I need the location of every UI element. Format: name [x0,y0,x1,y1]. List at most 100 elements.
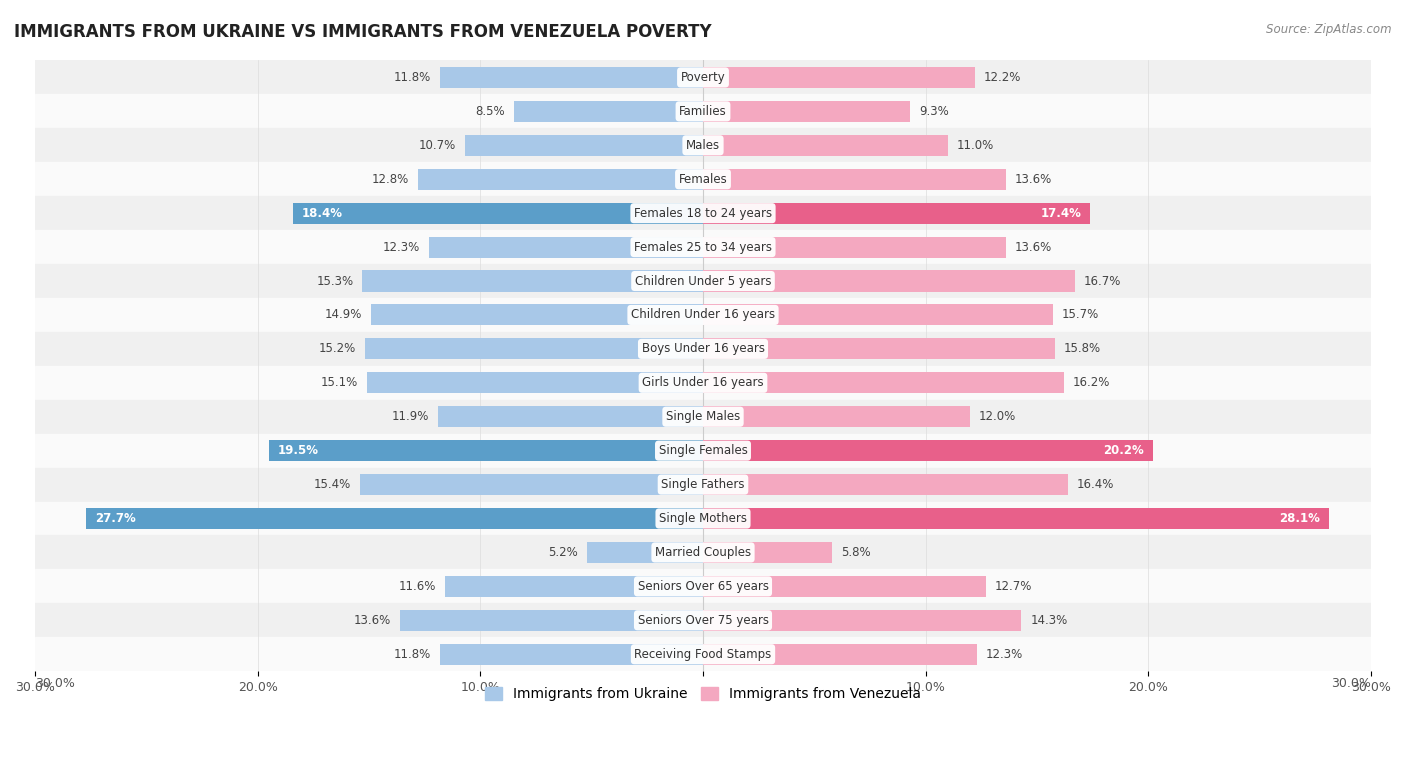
Text: 15.4%: 15.4% [314,478,352,491]
Text: Males: Males [686,139,720,152]
Text: 17.4%: 17.4% [1040,207,1081,220]
Bar [35,468,1371,502]
Bar [703,169,1005,190]
Bar [35,502,1371,535]
Bar [703,271,1076,292]
Bar [444,576,703,597]
Bar [35,434,1371,468]
Text: 9.3%: 9.3% [920,105,949,118]
Bar [703,576,986,597]
Text: Females 25 to 34 years: Females 25 to 34 years [634,240,772,254]
Text: Single Males: Single Males [666,410,740,423]
Bar [35,569,1371,603]
Bar [363,271,703,292]
Text: Females 18 to 24 years: Females 18 to 24 years [634,207,772,220]
Text: 12.0%: 12.0% [979,410,1017,423]
Text: Families: Families [679,105,727,118]
Bar [371,305,703,325]
Text: 13.6%: 13.6% [354,614,391,627]
Bar [465,135,703,156]
Bar [703,474,1069,495]
Text: 11.0%: 11.0% [957,139,994,152]
Bar [35,128,1371,162]
Bar [35,264,1371,298]
Text: Poverty: Poverty [681,71,725,84]
Bar [703,305,1053,325]
Text: 5.2%: 5.2% [548,546,578,559]
Text: 11.8%: 11.8% [394,648,432,661]
Bar [35,196,1371,230]
Text: Girls Under 16 years: Girls Under 16 years [643,376,763,390]
Text: 16.4%: 16.4% [1077,478,1115,491]
Bar [367,372,703,393]
Bar [294,202,703,224]
Text: Single Females: Single Females [658,444,748,457]
Text: 15.1%: 15.1% [321,376,359,390]
Bar [86,508,703,529]
Bar [440,67,703,88]
Bar [35,61,1371,95]
Text: Source: ZipAtlas.com: Source: ZipAtlas.com [1267,23,1392,36]
Bar [35,230,1371,264]
Bar [703,406,970,428]
Text: 12.2%: 12.2% [984,71,1021,84]
Text: Single Mothers: Single Mothers [659,512,747,525]
Text: 12.7%: 12.7% [994,580,1032,593]
Bar [360,474,703,495]
Bar [703,67,974,88]
Text: Boys Under 16 years: Boys Under 16 years [641,343,765,356]
Text: 11.8%: 11.8% [394,71,432,84]
Bar [703,338,1054,359]
Text: 16.2%: 16.2% [1073,376,1109,390]
Text: 30.0%: 30.0% [35,677,75,690]
Text: 28.1%: 28.1% [1279,512,1320,525]
Text: 27.7%: 27.7% [96,512,136,525]
Bar [429,236,703,258]
Bar [35,298,1371,332]
Text: 18.4%: 18.4% [302,207,343,220]
Text: Seniors Over 65 years: Seniors Over 65 years [637,580,769,593]
Bar [703,372,1064,393]
Bar [35,332,1371,366]
Bar [703,202,1091,224]
Text: Receiving Food Stamps: Receiving Food Stamps [634,648,772,661]
Text: 14.3%: 14.3% [1031,614,1067,627]
Bar [703,508,1329,529]
Bar [703,101,910,122]
Bar [703,609,1021,631]
Text: 16.7%: 16.7% [1084,274,1121,287]
Bar [418,169,703,190]
Text: 15.8%: 15.8% [1064,343,1101,356]
Text: Children Under 5 years: Children Under 5 years [634,274,772,287]
Text: 11.9%: 11.9% [392,410,429,423]
Text: 5.8%: 5.8% [841,546,870,559]
Bar [703,135,948,156]
Bar [588,542,703,563]
Text: 15.2%: 15.2% [318,343,356,356]
Bar [269,440,703,461]
Text: 15.7%: 15.7% [1062,309,1098,321]
Bar [35,637,1371,671]
Text: 13.6%: 13.6% [1015,240,1052,254]
Text: IMMIGRANTS FROM UKRAINE VS IMMIGRANTS FROM VENEZUELA POVERTY: IMMIGRANTS FROM UKRAINE VS IMMIGRANTS FR… [14,23,711,41]
Bar [401,609,703,631]
Text: Children Under 16 years: Children Under 16 years [631,309,775,321]
Bar [35,162,1371,196]
Bar [35,603,1371,637]
Text: 20.2%: 20.2% [1104,444,1144,457]
Text: 15.3%: 15.3% [316,274,353,287]
Text: 11.6%: 11.6% [398,580,436,593]
Bar [703,440,1153,461]
Bar [35,399,1371,434]
Bar [439,406,703,428]
Legend: Immigrants from Ukraine, Immigrants from Venezuela: Immigrants from Ukraine, Immigrants from… [479,682,927,707]
Bar [703,542,832,563]
Text: 12.3%: 12.3% [382,240,420,254]
Text: 14.9%: 14.9% [325,309,363,321]
Bar [35,366,1371,399]
Bar [703,644,977,665]
Bar [440,644,703,665]
Text: 19.5%: 19.5% [277,444,319,457]
Text: 8.5%: 8.5% [475,105,505,118]
Bar [364,338,703,359]
